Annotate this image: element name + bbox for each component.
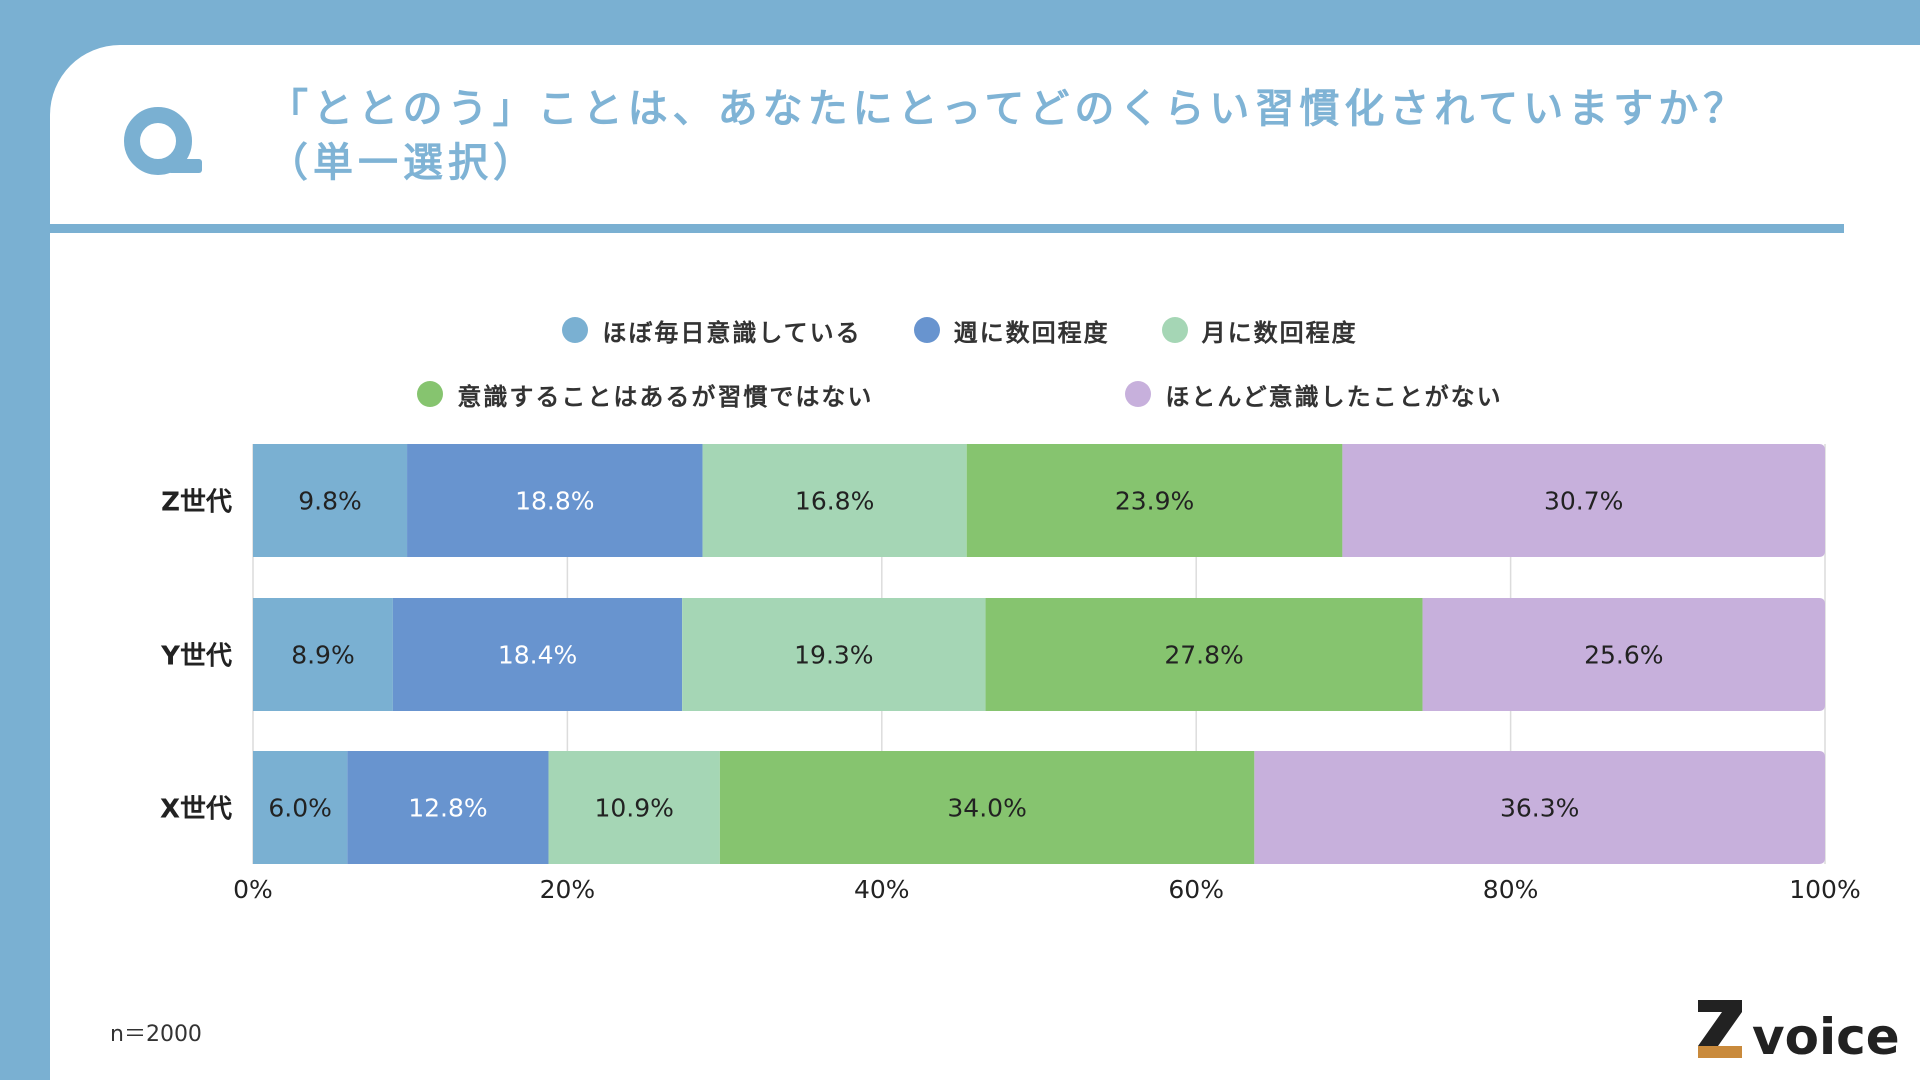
- x-tick-label-80: 80%: [1483, 875, 1539, 904]
- data-label-2-3: 19.3%: [794, 641, 873, 670]
- data-label-3-2: 12.8%: [408, 794, 487, 823]
- category-label-2: Y世代: [160, 642, 232, 672]
- data-label-3-3: 10.9%: [594, 794, 673, 823]
- x-tick-label-40: 40%: [854, 875, 910, 904]
- logo-text: voice: [1752, 1008, 1900, 1060]
- question-title-line1: 「ととのう」ことは、あなたにとってどのくらい習慣化されていますか？: [268, 86, 1749, 132]
- bar-1-4: [966, 444, 1343, 557]
- question-title-line2: （単一選択）: [268, 140, 538, 186]
- question-title: 「ととのう」ことは、あなたにとってどのくらい習慣化されていますか？ （単一選択）: [268, 82, 1828, 190]
- data-label-1-5: 30.7%: [1544, 487, 1623, 516]
- data-label-2-5: 25.6%: [1584, 641, 1663, 670]
- legend-item-1: ほぼ毎日意識している: [562, 312, 861, 348]
- legend-label-3: 月に数回程度: [1201, 318, 1358, 347]
- q-icon: [124, 107, 202, 175]
- category-label-3: X世代: [160, 795, 232, 825]
- legend-item-4: 意識することはあるが習慣ではない: [417, 376, 873, 412]
- data-label-2-2: 18.4%: [498, 641, 577, 670]
- zvoice-logo: voice: [1698, 1000, 1900, 1060]
- bar-2-4: [985, 598, 1423, 711]
- bar-1-5: [1342, 444, 1825, 557]
- bar-1-1: [253, 444, 408, 557]
- x-tick-label-0: 0%: [233, 875, 273, 904]
- content-card: [50, 45, 1920, 1080]
- chart-legend: ほぼ毎日意識している 週に数回程度 月に数回程度意識することはあるが習慣ではない ほと…: [250, 312, 1670, 412]
- sample-size-note: n＝2000: [110, 1022, 202, 1047]
- bar-3-4: [719, 751, 1255, 864]
- bar-2-3: [682, 598, 986, 711]
- legend-swatch-5: [1125, 381, 1152, 407]
- legend-label-5: ほとんど意識したことがない: [1165, 382, 1503, 411]
- legend-swatch-2: [913, 317, 940, 343]
- legend-swatch-3: [1161, 317, 1188, 343]
- x-tick-label-100: 100%: [1789, 875, 1860, 904]
- data-label-1-4: 23.9%: [1115, 487, 1194, 516]
- data-label-3-1: 6.0%: [268, 794, 332, 823]
- legend-swatch-4: [417, 381, 444, 407]
- data-label-2-1: 8.9%: [291, 641, 355, 670]
- bar-3-3: [548, 751, 720, 864]
- legend-item-2: 週に数回程度: [913, 312, 1110, 348]
- bar-3-1: [253, 751, 348, 864]
- data-label-3-5: 36.3%: [1500, 794, 1579, 823]
- data-label-3-4: 34.0%: [947, 794, 1026, 823]
- title-divider: [50, 224, 1844, 233]
- data-label-1-3: 16.8%: [795, 487, 874, 516]
- bar-2-2: [392, 598, 683, 711]
- x-tick-label-60: 60%: [1168, 875, 1224, 904]
- category-label-1: Z世代: [161, 488, 232, 518]
- bar-1-2: [407, 444, 703, 557]
- bar-2-5: [1422, 598, 1825, 711]
- bar-3-5: [1254, 751, 1825, 864]
- data-label-1-1: 9.8%: [298, 487, 362, 516]
- legend-label-1: ほぼ毎日意識している: [602, 318, 862, 347]
- legend-label-2: 週に数回程度: [953, 318, 1110, 347]
- legend-label-4: 意識することはあるが習慣ではない: [457, 382, 874, 411]
- data-label-1-2: 18.8%: [515, 487, 594, 516]
- data-label-2-4: 27.8%: [1164, 641, 1243, 670]
- bar-3-2: [347, 751, 549, 864]
- legend-item-3: 月に数回程度: [1161, 312, 1358, 348]
- x-tick-label-20: 20%: [540, 875, 596, 904]
- bar-2-1: [253, 598, 393, 711]
- bar-1-3: [702, 444, 967, 557]
- legend-swatch-1: [562, 317, 589, 343]
- legend-item-5: ほとんど意識したことがない: [1125, 376, 1502, 412]
- stacked-bar-chart: 9.8% 18.8% 16.8% 23.9% 30.7% Z世代 8.9% 18.4% 19.3…: [160, 444, 1861, 904]
